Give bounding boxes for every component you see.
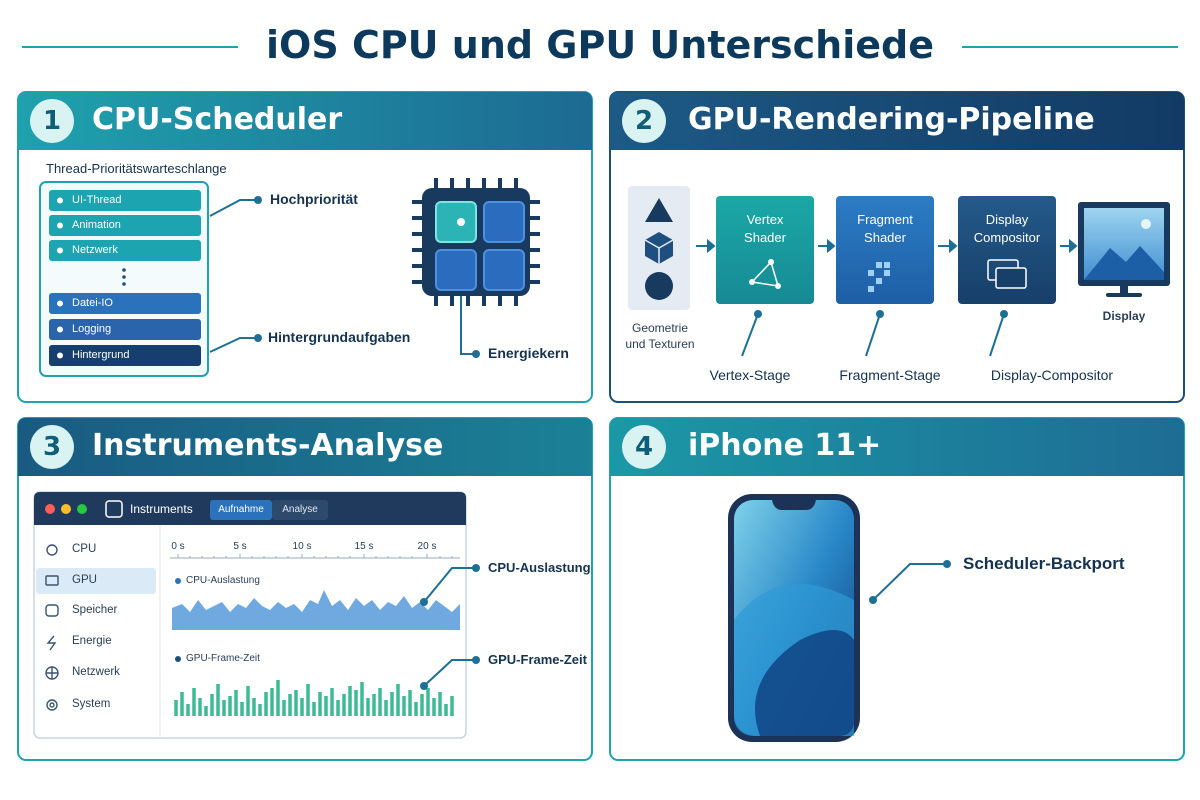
fragment-box	[836, 196, 934, 304]
geometry-box	[628, 186, 690, 310]
panel-number: 3	[42, 432, 62, 462]
callout-lines	[741, 313, 1005, 357]
time-label: 0 s	[171, 541, 185, 552]
callout-dots	[254, 196, 480, 358]
stage-label: Display	[1102, 309, 1146, 323]
stage-label: Display	[985, 212, 1029, 227]
stage-label: und Texturen	[625, 337, 695, 351]
page-title: iOS CPU und GPU Unterschiede	[266, 23, 934, 67]
callout-label: Energiekern	[488, 345, 569, 361]
panel-title: CPU-Scheduler	[92, 102, 343, 137]
callout-label: Hochpriorität	[270, 191, 358, 207]
stage-label: Geometrie	[631, 321, 689, 335]
sidebar-item[interactable]: CPU	[72, 543, 97, 555]
tab[interactable]: Analyse	[282, 504, 318, 515]
monitor	[1078, 202, 1170, 297]
iphone	[728, 494, 860, 742]
panel-header	[610, 418, 1184, 476]
stage-label: Fragment	[857, 212, 913, 227]
stage-label: Shader	[864, 230, 906, 245]
thread: UI-Thread	[72, 194, 122, 206]
panel-number: 2	[634, 106, 654, 136]
thread: Netzwerk	[72, 244, 118, 256]
callout-lines	[423, 567, 476, 687]
thread: Datei-IO	[72, 297, 113, 309]
thread: Animation	[72, 219, 121, 231]
thread: Hintergrund	[72, 349, 130, 361]
callout-label: Vertex-Stage	[709, 367, 791, 383]
arrows	[696, 238, 1078, 254]
callout-dots	[420, 564, 480, 690]
panel-header	[610, 92, 1184, 150]
callout-label: CPU-Auslastung	[488, 560, 591, 575]
panel-number: 4	[634, 432, 654, 462]
sidebar-item[interactable]: GPU	[72, 574, 97, 586]
stage-icons	[749, 259, 1027, 292]
time-label: 20 s	[417, 541, 437, 552]
panel-title: iPhone 11+	[688, 428, 882, 463]
panel-number: 1	[42, 106, 62, 136]
thread: Logging	[72, 323, 112, 335]
callout-label: Fragment-Stage	[839, 367, 941, 383]
sidebar-item[interactable]: Speicher	[72, 604, 118, 616]
instruments-window	[33, 491, 467, 739]
app-name: Instruments	[130, 502, 193, 516]
panel-header	[18, 418, 592, 476]
callout-dots	[869, 560, 951, 604]
number-badges	[30, 99, 666, 469]
queue-items	[49, 190, 201, 366]
callout-line	[872, 563, 946, 601]
stage-label: Vertex	[746, 212, 784, 227]
panel-title: GPU-Rendering-Pipeline	[688, 102, 1095, 137]
vertex-box	[716, 196, 814, 304]
stage-label: Shader	[744, 230, 786, 245]
callout-label: Display-Compositor	[990, 367, 1114, 383]
stage-label: Compositor	[973, 230, 1041, 245]
tab[interactable]: Aufnahme	[218, 504, 264, 515]
time-label: 5 s	[233, 541, 247, 552]
sidebar-item[interactable]: System	[72, 698, 111, 710]
callout-label: GPU-Frame-Zeit	[488, 652, 587, 667]
callout-dots	[754, 310, 1008, 318]
queue-title: Thread-Prioritätswarteschlange	[46, 161, 227, 176]
time-label: 10 s	[292, 541, 312, 552]
chip	[412, 178, 540, 306]
panel-header	[18, 92, 592, 150]
sidebar-item[interactable]: Netzwerk	[72, 666, 120, 678]
time-label: 15 s	[354, 541, 374, 552]
callout-label: Scheduler-Backport	[963, 554, 1125, 573]
compositor-box	[958, 196, 1056, 304]
callout-label: Hintergrundaufgaben	[268, 329, 411, 345]
sidebar-item[interactable]: Energie	[72, 635, 112, 647]
panel-title: Instruments-Analyse	[92, 428, 444, 463]
track-label: CPU-Auslastung	[186, 575, 260, 586]
track-label: GPU-Frame-Zeit	[186, 653, 260, 664]
